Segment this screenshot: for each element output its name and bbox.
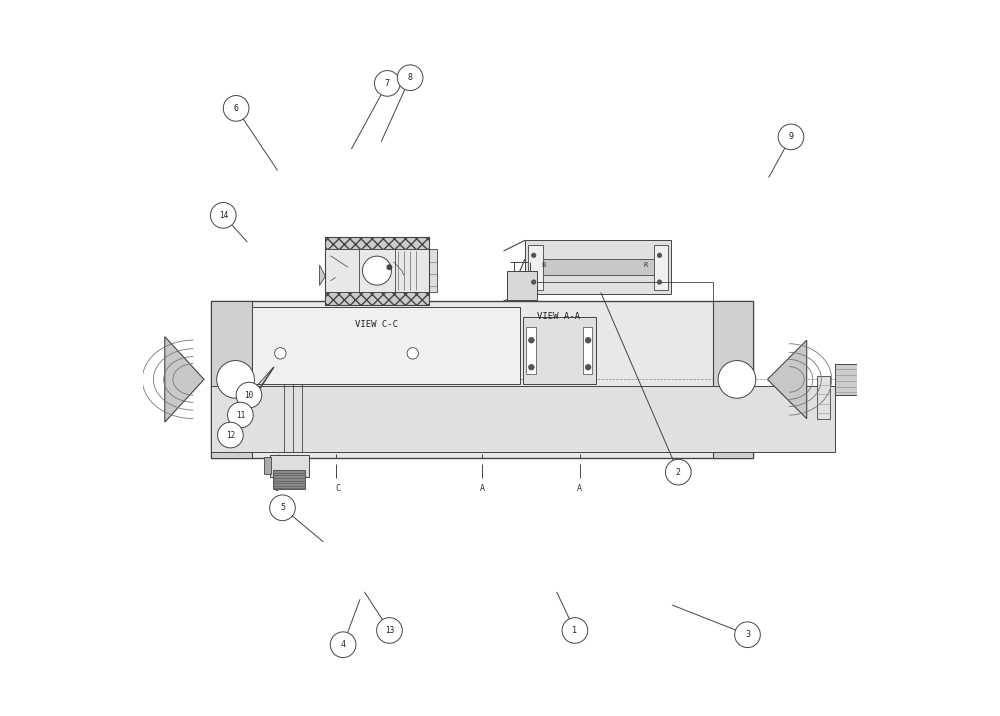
Circle shape [270, 495, 295, 521]
Circle shape [374, 71, 400, 96]
Bar [325, 292, 429, 304]
Circle shape [217, 361, 254, 398]
Text: 2: 2 [676, 468, 681, 477]
Bar [654, 245, 668, 289]
Circle shape [532, 253, 536, 258]
Circle shape [330, 632, 356, 657]
Text: R: R [644, 263, 648, 268]
Bar [528, 245, 543, 289]
Bar [523, 316, 596, 384]
Text: 11: 11 [236, 410, 245, 420]
Polygon shape [767, 340, 807, 419]
Bar [325, 249, 429, 292]
Bar [211, 386, 835, 452]
Bar [325, 237, 429, 304]
Bar [583, 326, 592, 374]
Circle shape [529, 364, 534, 370]
Circle shape [210, 203, 236, 228]
Text: 12: 12 [226, 430, 235, 440]
Text: 9: 9 [788, 132, 793, 141]
Text: 4: 4 [341, 640, 346, 649]
Circle shape [228, 402, 253, 428]
Circle shape [397, 65, 423, 90]
Circle shape [665, 459, 691, 485]
Text: 8: 8 [408, 73, 413, 82]
Text: 3: 3 [745, 630, 750, 639]
Polygon shape [165, 337, 204, 422]
Text: 6: 6 [234, 104, 239, 113]
Circle shape [657, 253, 662, 258]
Text: 13: 13 [385, 626, 394, 635]
Circle shape [778, 124, 804, 150]
Text: 10: 10 [244, 391, 254, 400]
Bar [835, 364, 858, 395]
Text: VIEW A-A: VIEW A-A [537, 311, 580, 321]
Bar [507, 271, 537, 299]
Circle shape [362, 256, 391, 285]
Circle shape [718, 361, 756, 398]
Bar [252, 307, 520, 384]
Bar [211, 301, 753, 458]
Text: A: A [577, 483, 582, 493]
Circle shape [562, 618, 588, 643]
Bar [270, 455, 309, 477]
Bar [264, 458, 271, 475]
Bar [713, 301, 753, 458]
Bar [325, 237, 429, 249]
Text: C: C [274, 483, 279, 493]
Text: VIEW C-C: VIEW C-C [355, 320, 398, 329]
Circle shape [223, 95, 249, 121]
Text: 14: 14 [219, 211, 228, 220]
Circle shape [657, 280, 662, 284]
Text: A: A [480, 483, 485, 493]
Circle shape [585, 337, 591, 343]
Bar [537, 259, 659, 275]
Circle shape [407, 348, 418, 359]
Circle shape [387, 265, 392, 270]
Text: B: B [530, 348, 533, 353]
Bar [211, 301, 252, 458]
Circle shape [218, 422, 243, 448]
Bar [525, 241, 671, 294]
Bar [817, 376, 830, 419]
Text: 7: 7 [385, 79, 390, 88]
Circle shape [236, 382, 262, 408]
Text: C: C [336, 483, 341, 493]
Text: 1: 1 [572, 626, 577, 635]
Text: R: R [585, 348, 589, 353]
Circle shape [735, 622, 760, 647]
Circle shape [529, 337, 534, 343]
Polygon shape [320, 265, 325, 286]
Circle shape [377, 618, 402, 643]
Bar [526, 326, 536, 374]
Bar [273, 470, 305, 489]
Circle shape [585, 364, 591, 370]
Bar [429, 249, 437, 292]
Circle shape [532, 280, 536, 284]
Text: B: B [541, 263, 545, 268]
Text: 5: 5 [280, 503, 285, 512]
Circle shape [275, 348, 286, 359]
